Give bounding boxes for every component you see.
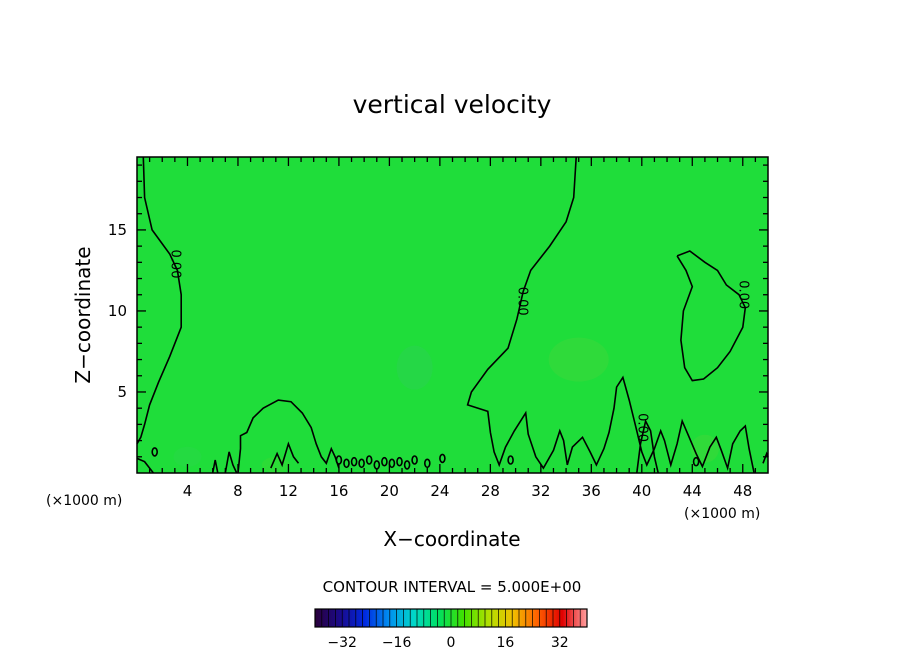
contour-label-1: 0.00 [514,287,529,316]
x-tick-label: 28 [481,482,500,500]
contour-line-8 [636,418,659,474]
x-unit-right: (×1000 m) [684,506,760,522]
x-tick-label: 36 [582,482,601,500]
y-axis: 5 10 15 [108,164,768,458]
x-tick-label: 8 [233,482,243,500]
x-tick-label: 20 [380,482,399,500]
field-variations [173,337,719,473]
zero-contours [136,156,769,474]
x-unit-left: (×1000 m) [46,493,122,509]
contour-loop-14 [507,455,514,465]
x-tick-label: 48 [733,482,752,500]
contour-loop-11 [411,455,418,465]
contour-line-3 [676,250,747,382]
contour-line-5 [224,451,238,474]
colorbar: −32 −16 0 16 32 [314,608,588,651]
x-tick-label: 4 [183,482,193,500]
plot-area [137,157,768,473]
y-tick-label: 5 [117,383,127,401]
y-tick-label: 10 [108,302,127,320]
contour-line-6 [211,459,219,474]
field-blob-2 [173,446,202,467]
x-axis-label: X−coordinate [383,527,520,551]
contour-loop-0 [151,447,158,457]
x-tick-label: 12 [279,482,298,500]
x-tick-label: 44 [683,482,702,500]
x-tick-label: 16 [329,482,348,500]
y-tick-label: 15 [108,221,127,239]
x-tick-label: 24 [430,482,449,500]
x-axis: 4 8 12 16 20 24 28 32 36 40 44 48 [148,157,757,500]
contour-loop-7 [381,456,388,467]
field-blob-0 [396,345,433,390]
contour-label-3: 0.00 [634,413,649,442]
contour-loop-12 [423,458,431,469]
colorbar-tick-label: −16 [382,635,412,651]
contour-loop-2 [343,458,350,469]
contour-loop-9 [396,456,403,467]
contour-loop-15 [692,456,700,467]
contour-line-0 [136,156,182,445]
contour-label-2: 0.00 [735,280,750,309]
chart-title: vertical velocity [353,90,552,119]
colorbar-frame [314,608,588,628]
colorbar-tick-label: −32 [327,635,357,651]
contour-line-4 [237,399,340,474]
contour-interval: CONTOUR INTERVAL = 5.000E+00 [323,578,582,596]
contour-line-2 [466,156,755,474]
colorbar-tick-label: 16 [496,635,514,651]
contour-label-0: 0.00 [167,250,182,279]
colorbar-tick-label: 32 [551,635,569,651]
contour-line-7 [270,441,300,469]
contour-loop-3 [350,456,358,467]
contour-loop-8 [388,458,396,469]
contour-loop-5 [365,455,373,465]
field-blob-1 [548,337,609,382]
contour-loop-10 [403,460,411,470]
x-tick-label: 40 [632,482,651,500]
contour-loop-4 [358,458,365,469]
x-tick-label: 32 [531,482,550,500]
colorbar-tick-label: 0 [447,635,456,651]
contour-loop-13 [439,453,446,464]
contour-labels: 0.00 0.00 0.00 0.00 [167,250,750,443]
contour-line-1 [136,457,155,474]
y-axis-label: Z−coordinate [71,246,95,383]
